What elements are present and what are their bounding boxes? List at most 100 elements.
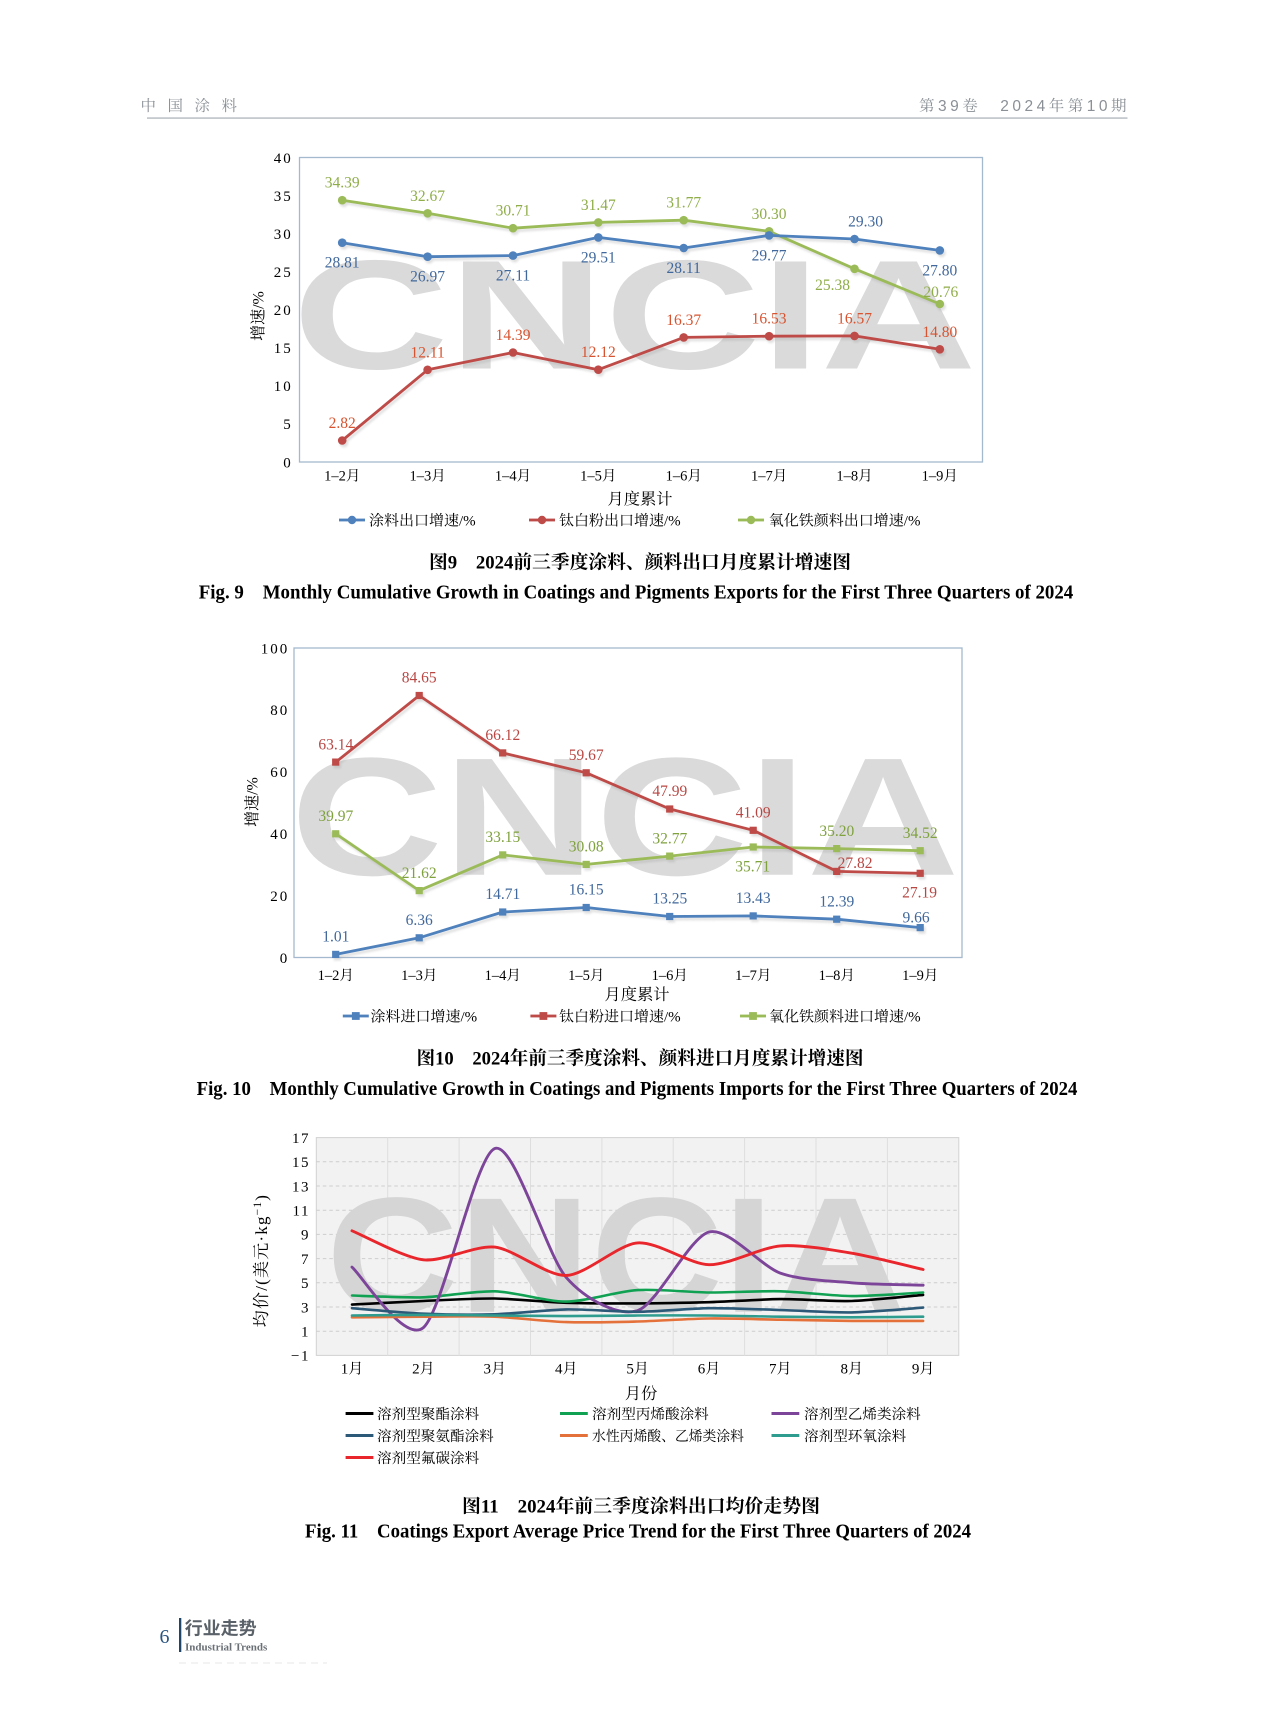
svg-text:CNCIA: CNCIA bbox=[290, 723, 959, 911]
svg-text:2.82: 2.82 bbox=[329, 415, 356, 432]
svg-text:图10 2024年前三季度涂料、颜料进口月度累计增速图: 图10 2024年前三季度涂料、颜料进口月度累计增速图 bbox=[417, 1048, 864, 1070]
svg-text:16.15: 16.15 bbox=[569, 882, 604, 899]
svg-text:增速/%: 增速/% bbox=[244, 777, 262, 827]
svg-text:溶剂型聚酯涂料: 溶剂型聚酯涂料 bbox=[377, 1406, 480, 1423]
svg-text:1–4月: 1–4月 bbox=[495, 469, 531, 485]
svg-text:14.39: 14.39 bbox=[496, 327, 531, 344]
svg-text:1: 1 bbox=[301, 1325, 310, 1341]
svg-text:16.37: 16.37 bbox=[666, 312, 701, 329]
svg-text:9月: 9月 bbox=[912, 1361, 935, 1378]
svg-text:16.53: 16.53 bbox=[752, 311, 787, 328]
svg-text:1–2月: 1–2月 bbox=[318, 968, 354, 984]
svg-text:涂料出口增速/%: 涂料出口增速/% bbox=[369, 513, 476, 530]
svg-text:溶剂型聚氨酯涂料: 溶剂型聚氨酯涂料 bbox=[377, 1428, 494, 1445]
svg-text:35.20: 35.20 bbox=[819, 823, 854, 840]
svg-text:6月: 6月 bbox=[698, 1361, 721, 1378]
svg-text:Industrial Trends: Industrial Trends bbox=[185, 1642, 268, 1654]
svg-text:15: 15 bbox=[292, 1155, 310, 1171]
svg-text:25.38: 25.38 bbox=[815, 277, 850, 294]
svg-text:20: 20 bbox=[270, 889, 289, 905]
svg-text:增速/%: 增速/% bbox=[250, 291, 268, 341]
svg-text:47.99: 47.99 bbox=[652, 783, 687, 800]
svg-text:0: 0 bbox=[283, 455, 293, 471]
svg-text:月份: 月份 bbox=[625, 1384, 658, 1403]
svg-text:12.11: 12.11 bbox=[410, 344, 444, 361]
svg-text:84.65: 84.65 bbox=[402, 670, 437, 687]
svg-text:2月: 2月 bbox=[412, 1361, 435, 1378]
svg-text:Fig. 11 Coatings Export Averag: Fig. 11 Coatings Export Average Price Tr… bbox=[305, 1521, 971, 1543]
svg-text:7: 7 bbox=[301, 1252, 310, 1268]
svg-text:1–9月: 1–9月 bbox=[922, 469, 958, 485]
svg-text:5: 5 bbox=[283, 417, 293, 433]
svg-text:0: 0 bbox=[280, 951, 290, 967]
svg-text:1–8月: 1–8月 bbox=[836, 469, 872, 485]
svg-text:5: 5 bbox=[301, 1276, 310, 1292]
svg-text:30: 30 bbox=[274, 227, 293, 243]
svg-text:氧化铁颜料出口增速/%: 氧化铁颜料出口增速/% bbox=[769, 513, 921, 530]
svg-text:Fig. 10 Monthly Cumulative Gro: Fig. 10 Monthly Cumulative Growth in Coa… bbox=[197, 1078, 1078, 1100]
svg-text:9.66: 9.66 bbox=[902, 909, 929, 926]
svg-text:31.47: 31.47 bbox=[581, 197, 616, 214]
svg-text:13: 13 bbox=[292, 1179, 310, 1195]
svg-text:13.25: 13.25 bbox=[652, 891, 687, 908]
svg-text:月度累计: 月度累计 bbox=[607, 490, 672, 509]
svg-text:14.71: 14.71 bbox=[485, 886, 520, 903]
svg-text:4月: 4月 bbox=[555, 1361, 578, 1378]
svg-text:12.39: 12.39 bbox=[819, 893, 854, 910]
svg-text:均价/(美元·kg−1): 均价/(美元·kg−1) bbox=[252, 1194, 271, 1327]
svg-text:59.67: 59.67 bbox=[569, 747, 604, 764]
svg-text:15: 15 bbox=[274, 341, 293, 357]
svg-text:涂料进口增速/%: 涂料进口增速/% bbox=[371, 1009, 478, 1026]
svg-text:12.12: 12.12 bbox=[581, 344, 616, 361]
svg-text:80: 80 bbox=[270, 703, 289, 719]
svg-text:20: 20 bbox=[274, 303, 293, 319]
svg-text:39.97: 39.97 bbox=[318, 808, 353, 825]
svg-text:1–3月: 1–3月 bbox=[401, 968, 437, 984]
svg-text:27.11: 27.11 bbox=[496, 268, 530, 285]
svg-text:11: 11 bbox=[293, 1204, 310, 1220]
svg-text:40: 40 bbox=[270, 827, 289, 843]
svg-text:41.09: 41.09 bbox=[736, 805, 771, 822]
svg-text:溶剂型环氧涂料: 溶剂型环氧涂料 bbox=[804, 1428, 907, 1445]
svg-text:32.67: 32.67 bbox=[410, 188, 445, 205]
svg-text:1.01: 1.01 bbox=[322, 929, 349, 946]
svg-text:水性丙烯酸、乙烯类涂料: 水性丙烯酸、乙烯类涂料 bbox=[592, 1428, 744, 1445]
svg-text:1–6月: 1–6月 bbox=[652, 968, 688, 984]
svg-text:17: 17 bbox=[292, 1131, 310, 1147]
svg-text:溶剂型乙烯类涂料: 溶剂型乙烯类涂料 bbox=[804, 1406, 921, 1423]
svg-text:1–3月: 1–3月 bbox=[409, 469, 445, 485]
svg-text:5月: 5月 bbox=[626, 1361, 649, 1378]
svg-text:33.15: 33.15 bbox=[485, 829, 520, 846]
svg-text:34.39: 34.39 bbox=[325, 175, 360, 192]
svg-text:9: 9 bbox=[301, 1228, 310, 1244]
svg-text:6.36: 6.36 bbox=[406, 912, 433, 929]
svg-text:Fig. 9 Monthly Cumulative Grow: Fig. 9 Monthly Cumulative Growth in Coat… bbox=[199, 582, 1074, 604]
svg-text:7月: 7月 bbox=[769, 1361, 792, 1378]
svg-text:35.71: 35.71 bbox=[735, 859, 770, 876]
svg-text:中国涂料: 中国涂料 bbox=[141, 98, 249, 115]
svg-text:3: 3 bbox=[301, 1300, 310, 1316]
svg-text:图9 2024前三季度涂料、颜料出口月度累计增速图: 图9 2024前三季度涂料、颜料出口月度累计增速图 bbox=[429, 552, 851, 574]
svg-text:21.62: 21.62 bbox=[402, 865, 437, 882]
svg-text:图11 2024年前三季度涂料出口均价走势图: 图11 2024年前三季度涂料出口均价走势图 bbox=[462, 1496, 820, 1518]
svg-text:14.80: 14.80 bbox=[922, 324, 957, 341]
svg-text:1–4月: 1–4月 bbox=[485, 968, 521, 984]
svg-text:29.77: 29.77 bbox=[752, 247, 787, 264]
svg-text:27.19: 27.19 bbox=[902, 884, 937, 901]
svg-text:26.97: 26.97 bbox=[410, 269, 445, 286]
svg-text:28.11: 28.11 bbox=[667, 260, 701, 277]
svg-text:29.30: 29.30 bbox=[848, 214, 883, 231]
svg-text:溶剂型氟碳涂料: 溶剂型氟碳涂料 bbox=[377, 1450, 480, 1467]
svg-text:1–5月: 1–5月 bbox=[580, 469, 616, 485]
svg-text:氧化铁颜料进口增速/%: 氧化铁颜料进口增速/% bbox=[769, 1009, 921, 1026]
svg-text:月度累计: 月度累计 bbox=[604, 985, 669, 1004]
svg-text:3月: 3月 bbox=[484, 1361, 507, 1378]
svg-text:行业走势: 行业走势 bbox=[185, 1615, 257, 1641]
svg-text:1月: 1月 bbox=[341, 1361, 364, 1378]
svg-text:1–7月: 1–7月 bbox=[735, 968, 771, 984]
svg-text:−1: −1 bbox=[291, 1349, 310, 1365]
svg-text:27.80: 27.80 bbox=[922, 262, 957, 279]
svg-text:1–2月: 1–2月 bbox=[324, 469, 360, 485]
svg-text:30.30: 30.30 bbox=[752, 206, 787, 223]
svg-text:16.57: 16.57 bbox=[837, 310, 872, 327]
